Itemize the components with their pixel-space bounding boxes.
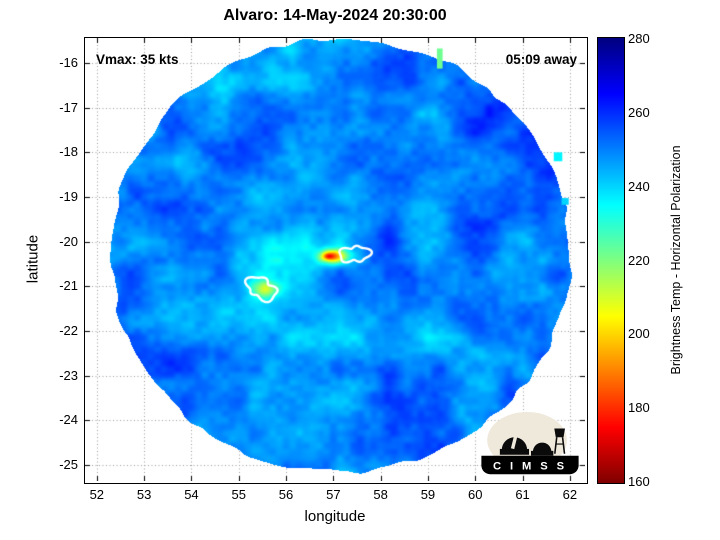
plot-box-border: [84, 37, 588, 484]
cimss-logo: C I M S S: [481, 411, 579, 475]
colorbar-label: Brightness Temp - Horizontal Polarizatio…: [669, 145, 683, 375]
y-tick-label: -25: [59, 456, 78, 472]
y-tick-label: -23: [59, 367, 78, 383]
y-tick-label: -17: [59, 99, 78, 115]
satellite-swath-canvas: [85, 38, 585, 481]
y-tick-label: -22: [59, 322, 78, 338]
x-tick-label: 52: [89, 487, 105, 502]
y-tick-label: -20: [59, 233, 78, 249]
plot-title: Alvaro: 14-May-2024 20:30:00: [223, 7, 447, 24]
observatory-silhouette: [499, 428, 566, 456]
colorbar-tick-label: 220: [628, 252, 650, 268]
water-tower-silhouette: [554, 428, 565, 438]
colorbar-tick-label: 260: [628, 104, 650, 120]
x-tick-label: 60: [468, 487, 483, 502]
x-tick-label: 59: [420, 487, 436, 502]
colorbar-tick-label: 200: [628, 326, 650, 342]
cimss-logo-text: C I M S S: [493, 460, 567, 472]
x-tick-label: 54: [184, 487, 199, 502]
y-tick-label: -18: [59, 144, 78, 160]
y-tick-label: -24: [59, 412, 78, 428]
x-tick-label: 61: [515, 487, 530, 502]
x-tick-label: 55: [231, 487, 246, 502]
colorbar-tick-label: 280: [628, 31, 650, 46]
y-tick-label: -16: [59, 55, 78, 70]
x-tick-label: 53: [136, 487, 152, 502]
vmax-annotation: Vmax: 35 kts: [96, 52, 179, 67]
x-tick-label: 56: [278, 487, 294, 502]
x-tick-label: 57: [326, 487, 341, 502]
colorbar-tick-label: 240: [628, 178, 650, 194]
logo-banner: [481, 455, 579, 475]
x-tick-label: 58: [373, 487, 388, 502]
x-tick-label: 62: [562, 487, 578, 502]
x-axis-label: longitude: [304, 508, 366, 525]
y-axis-label: latitude: [24, 234, 42, 284]
colorbar-tick-label: 160: [628, 474, 650, 489]
colorbar: [597, 37, 625, 484]
time-away-annotation: 05:09 away: [505, 52, 577, 67]
colorbar-tick-label: 180: [628, 400, 650, 416]
y-tick-label: -19: [59, 188, 78, 204]
y-tick-label: -21: [59, 278, 78, 294]
colorbar-gradient: [598, 38, 624, 483]
